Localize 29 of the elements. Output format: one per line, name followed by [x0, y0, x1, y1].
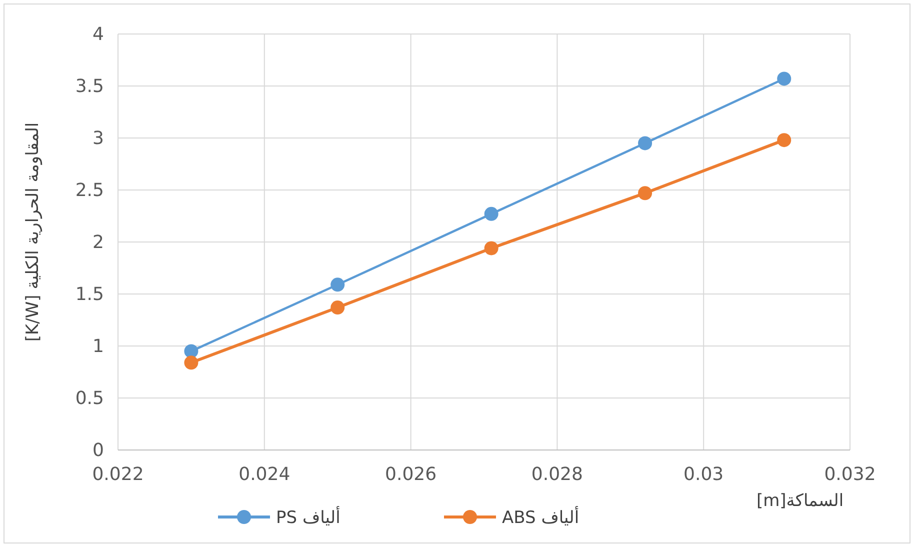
x-tick-label: 0.024 — [238, 464, 290, 485]
x-tick-label: 0.022 — [92, 464, 144, 485]
y-tick-label: 2.5 — [75, 180, 104, 201]
y-tick-label: 4 — [92, 24, 104, 45]
point — [638, 136, 652, 150]
y-tick-label: 0.5 — [75, 388, 104, 409]
point — [777, 133, 792, 148]
y-axis-title: المقاومة الحرارية الكلية [K/W] — [23, 122, 43, 342]
point — [330, 300, 345, 315]
y-tick-label: 2 — [92, 232, 104, 253]
point — [484, 241, 498, 256]
point — [184, 356, 198, 370]
legend-label: ألياف PS — [276, 506, 340, 528]
legend-label: ألياف ABS — [502, 506, 580, 528]
x-tick-label: 0.026 — [385, 464, 437, 485]
y-tick-label: 1.5 — [75, 284, 104, 305]
y-tick-label: 3 — [92, 128, 104, 149]
point — [638, 186, 652, 200]
point — [330, 278, 345, 292]
point — [484, 206, 498, 221]
y-tick-label: 1 — [92, 336, 104, 357]
point — [184, 344, 198, 358]
x-tick-label: 0.03 — [684, 464, 724, 485]
x-axis-title: السماكة[m] — [756, 491, 844, 511]
point — [777, 72, 792, 86]
y-tick-label: 0 — [92, 440, 104, 461]
x-tick-label: 0.028 — [531, 464, 583, 485]
x-tick-label: 0.032 — [824, 464, 876, 485]
y-tick-label: 3.5 — [75, 76, 104, 97]
